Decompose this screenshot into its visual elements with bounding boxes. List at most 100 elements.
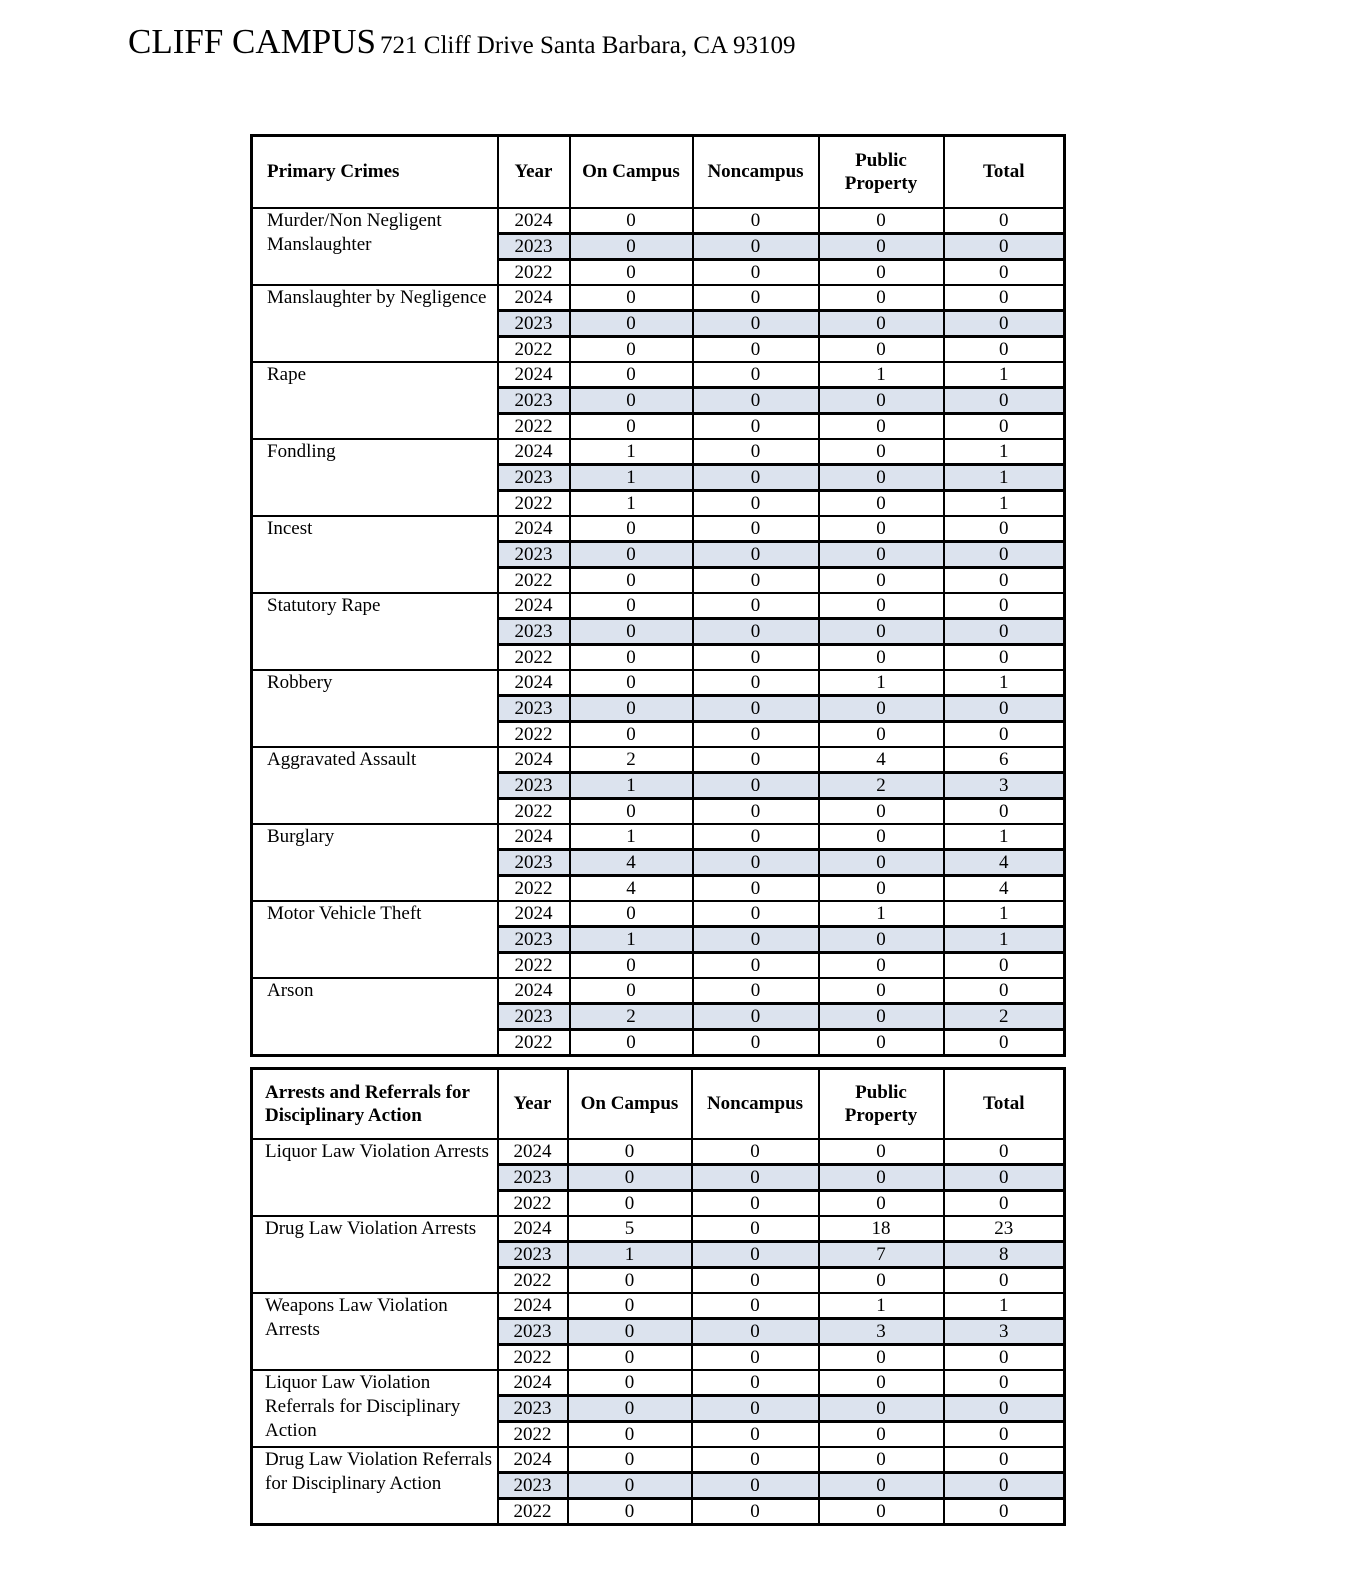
total-cell: 0 — [942, 1137, 1066, 1166]
table-row: 2022 0 0 0 0 — [252, 1343, 1066, 1371]
total-cell: 8 — [942, 1240, 1066, 1269]
year-cell: 2022 — [496, 951, 571, 979]
category-label: Fondling — [250, 437, 499, 517]
table-row: 2023 0 0 0 0 — [252, 386, 1066, 415]
header-row: Primary Crimes Year On Campus Noncampus Publ… — [250, 134, 1066, 209]
category-label: Statutory Rape — [250, 591, 499, 671]
noncampus-cell: 0 — [691, 514, 820, 543]
noncampus-cell: 0 — [690, 1317, 820, 1346]
category-label: Aggravated Assault — [250, 745, 499, 825]
on-campus-cell: 1 — [568, 463, 694, 492]
year-cell: 2022 — [496, 1343, 569, 1371]
year-cell: 2022 — [496, 566, 571, 594]
on-campus-cell: 1 — [568, 489, 694, 517]
noncampus-cell: 0 — [690, 1266, 820, 1294]
year-cell: 2023 — [496, 1002, 571, 1031]
table-row: Liquor Law Violation Arrests 2024 0 0 0 0 — [250, 1137, 1066, 1217]
table-row: Robbery 2024 0 0 1 1 — [250, 668, 1066, 748]
year-cell: 2022 — [496, 1189, 569, 1217]
table-row: Liquor Law Violation Referrals for Disci… — [250, 1368, 1066, 1448]
on-campus-cell: 0 — [566, 1471, 693, 1500]
total-cell: 0 — [942, 1394, 1066, 1423]
public-property-cell: 0 — [817, 1497, 945, 1525]
noncampus-cell: 0 — [691, 232, 820, 261]
on-campus-cell: 1 — [566, 1240, 693, 1269]
on-campus-cell: 0 — [568, 668, 694, 697]
year-cell: 2022 — [496, 1266, 569, 1294]
on-campus-cell: 5 — [566, 1214, 693, 1243]
public-property-cell: 0 — [817, 951, 945, 979]
noncampus-cell: 0 — [690, 1368, 820, 1397]
noncampus-cell: 0 — [691, 283, 820, 312]
total-cell: 0 — [942, 1189, 1066, 1217]
year-cell: 2022 — [496, 489, 571, 517]
noncampus-cell: 0 — [691, 720, 820, 748]
on-campus-cell: 0 — [568, 566, 694, 594]
year-cell: 2022 — [496, 874, 571, 902]
on-campus-cell: 0 — [568, 206, 694, 235]
public-property-cell: 0 — [817, 1028, 945, 1056]
public-property-cell: 0 — [817, 412, 945, 440]
table-row: 2022 0 0 0 0 — [252, 720, 1066, 748]
noncampus-header: Noncampus — [690, 1067, 820, 1140]
year-cell: 2024 — [496, 437, 571, 466]
total-header: Total — [942, 134, 1066, 209]
noncampus-cell: 0 — [690, 1214, 820, 1243]
public-property-cell: 18 — [817, 1214, 945, 1243]
noncampus-cell: 0 — [691, 258, 820, 286]
table-row: 2022 0 0 0 0 — [252, 1189, 1066, 1217]
on-campus-cell: 0 — [568, 797, 694, 825]
noncampus-cell: 0 — [691, 566, 820, 594]
table-row: 2022 0 0 0 0 — [252, 335, 1066, 363]
noncampus-cell: 0 — [691, 489, 820, 517]
total-cell: 4 — [942, 874, 1066, 902]
on-campus-cell: 4 — [568, 874, 694, 902]
table-row: 2023 2 0 0 2 — [252, 1002, 1066, 1031]
category-label: Murder/Non Negligent Manslaughter — [250, 206, 499, 286]
table-row: Rape 2024 0 0 1 1 — [250, 360, 1066, 440]
year-cell: 2024 — [496, 745, 571, 774]
noncampus-cell: 0 — [691, 694, 820, 723]
on-campus-cell: 0 — [568, 951, 694, 979]
on-campus-cell: 0 — [568, 899, 694, 928]
public-property-header: Public Property — [817, 1067, 945, 1140]
table-row: 2023 1 0 2 3 — [252, 771, 1066, 800]
total-cell: 6 — [942, 745, 1066, 774]
year-cell: 2024 — [496, 1137, 569, 1166]
total-cell: 0 — [942, 694, 1066, 723]
noncampus-cell: 0 — [690, 1471, 820, 1500]
public-property-cell: 0 — [817, 720, 945, 748]
category-label: Motor Vehicle Theft — [250, 899, 499, 979]
total-cell: 0 — [942, 232, 1066, 261]
category-label: Drug Law Violation Referrals for Discipl… — [250, 1445, 499, 1525]
total-cell: 1 — [942, 1291, 1066, 1320]
on-campus-cell: 1 — [568, 822, 694, 851]
noncampus-cell: 0 — [690, 1420, 820, 1448]
noncampus-cell: 0 — [691, 591, 820, 620]
year-header: Year — [496, 1067, 569, 1140]
table-row: 2023 1 0 0 1 — [252, 925, 1066, 954]
year-cell: 2023 — [496, 1240, 569, 1269]
on-campus-cell: 0 — [566, 1368, 693, 1397]
on-campus-header: On Campus — [566, 1067, 693, 1140]
total-cell: 1 — [942, 822, 1066, 851]
public-property-cell: 0 — [817, 566, 945, 594]
total-cell: 0 — [942, 951, 1066, 979]
year-cell: 2022 — [496, 1420, 569, 1448]
on-campus-cell: 0 — [568, 283, 694, 312]
table-row: 2023 0 0 0 0 — [252, 617, 1066, 646]
public-property-cell: 0 — [817, 976, 945, 1005]
public-property-cell: 1 — [817, 899, 945, 928]
on-campus-cell: 1 — [568, 925, 694, 954]
page-title: CLIFF CAMPUS 721 Cliff Drive Santa Barba… — [128, 22, 795, 62]
table-row: 2023 0 0 0 0 — [252, 309, 1066, 338]
total-cell: 2 — [942, 1002, 1066, 1031]
total-cell: 0 — [942, 1266, 1066, 1294]
year-header: Year — [496, 134, 571, 209]
year-cell: 2023 — [496, 1394, 569, 1423]
on-campus-cell: 4 — [568, 848, 694, 877]
total-cell: 0 — [942, 797, 1066, 825]
campus-address: 721 Cliff Drive Santa Barbara, CA 93109 — [380, 32, 796, 59]
year-cell: 2023 — [496, 386, 571, 415]
noncampus-cell: 0 — [691, 386, 820, 415]
